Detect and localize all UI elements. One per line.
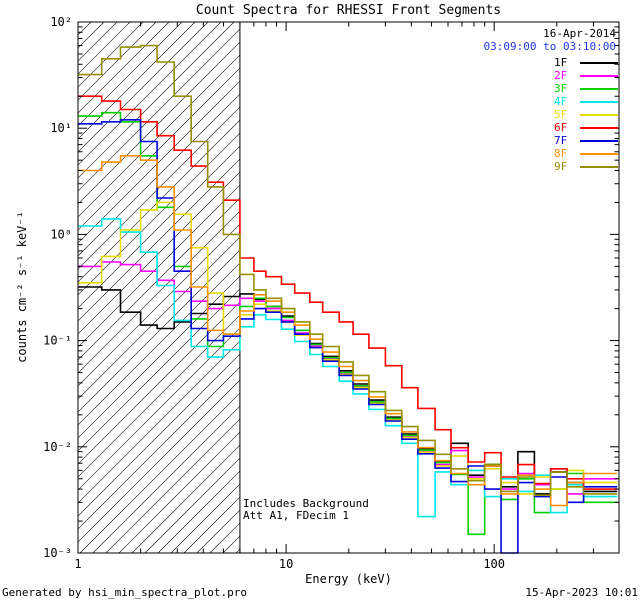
legend-label-5F: 5F — [554, 108, 568, 121]
y-tick-label-0.01: 10⁻² — [43, 440, 72, 454]
legend-label-8F: 8F — [554, 147, 568, 160]
x-tick-label-10: 10 — [279, 557, 293, 571]
plot-generation-timestamp: 15-Apr-2023 10:01 — [525, 586, 638, 599]
legend-swatch-6F — [580, 126, 618, 129]
axis-ticks — [77, 21, 619, 554]
y-tick-label-10: 10¹ — [50, 121, 72, 135]
legend-label-3F: 3F — [554, 82, 568, 95]
legend-label-4F: 4F — [554, 95, 568, 108]
x-tick-label-1: 1 — [74, 557, 81, 571]
generator-credit: Generated by hsi_min_spectra_plot.pro — [2, 586, 248, 599]
observation-date: 16-Apr-2014 — [543, 27, 616, 40]
plot-frame — [77, 21, 620, 554]
legend-swatch-9F — [580, 165, 618, 168]
y-tick-label-1: 10⁰ — [50, 227, 72, 241]
series-9F-line — [78, 44, 618, 496]
legend-item-7F: 7F — [554, 134, 618, 147]
y-tick-label-0.1: 10⁻¹ — [43, 334, 72, 348]
legend-swatch-2F — [580, 74, 618, 77]
legend-swatch-4F — [580, 100, 618, 103]
legend-swatch-1F — [580, 61, 618, 64]
legend-item-8F: 8F — [554, 147, 618, 160]
x-tick-label-100: 100 — [483, 557, 505, 571]
legend-item-5F: 5F — [554, 108, 618, 121]
series-6F-line — [78, 95, 618, 490]
annotation-attenuator-state: Att A1, FDecim 1 — [243, 509, 349, 522]
legend-swatch-5F — [580, 113, 618, 116]
annotation-includes-background: Includes Background — [243, 497, 369, 510]
series-5F-line — [78, 201, 618, 495]
legend-swatch-8F — [580, 152, 618, 155]
y-tick-label-100: 10² — [50, 15, 72, 29]
y-tick-label-0.001: 10⁻³ — [43, 546, 72, 560]
legend-item-6F: 6F — [554, 121, 618, 134]
detector-legend: 1F 2F 3F 4F 5F 6F 7F 8F 9F — [554, 56, 618, 173]
legend-label-6F: 6F — [554, 121, 568, 134]
legend-label-1F: 1F — [554, 56, 568, 69]
legend-item-4F: 4F — [554, 95, 618, 108]
legend-item-2F: 2F — [554, 69, 618, 82]
series-4F-line — [78, 218, 618, 518]
legend-label-7F: 7F — [554, 134, 568, 147]
chart-title: Count Spectra for RHESSI Front Segments — [195, 3, 502, 18]
legend-label-2F: 2F — [554, 69, 568, 82]
y-axis-label: counts cm⁻² s⁻¹ keV⁻¹ — [15, 211, 29, 363]
observation-time-range: 03:09:00 to 03:10:00 — [483, 40, 616, 53]
legend-item-1F: 1F — [554, 56, 618, 69]
legend-swatch-7F — [580, 139, 618, 142]
legend-item-3F: 3F — [554, 82, 618, 95]
legend-item-9F: 9F — [554, 160, 618, 173]
series-3F-line — [78, 111, 618, 536]
legend-swatch-3F — [580, 87, 618, 90]
legend-label-9F: 9F — [554, 160, 568, 173]
series-7F-line — [78, 119, 618, 554]
x-axis-label: Energy (keV) — [305, 572, 392, 586]
series-2F-line — [78, 261, 618, 495]
series-8F-line — [78, 155, 618, 507]
